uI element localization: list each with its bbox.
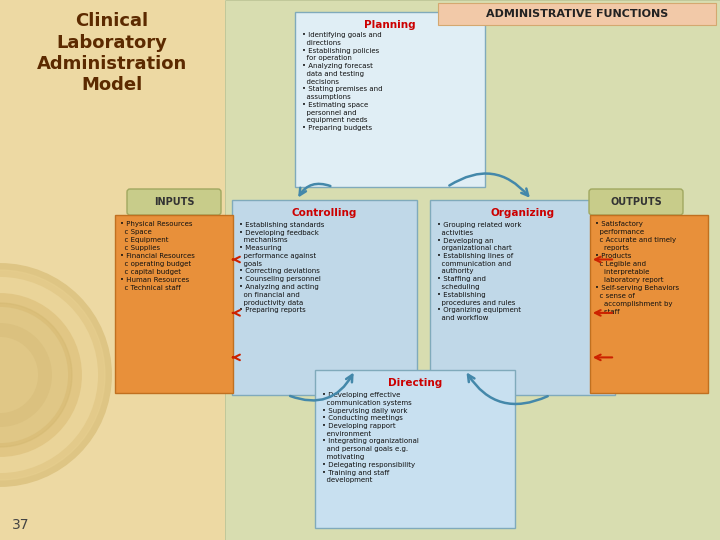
Text: ADMINISTRATIVE FUNCTIONS: ADMINISTRATIVE FUNCTIONS <box>486 9 668 19</box>
Text: • Physical Resources
  c Space
  c Equipment
  c Supplies
• Financial Resources
: • Physical Resources c Space c Equipment… <box>120 221 195 291</box>
Text: • Grouping related work
  activities
• Developing an
  organizational chart
• Es: • Grouping related work activities • Dev… <box>437 222 521 321</box>
FancyBboxPatch shape <box>438 3 716 25</box>
Text: • Developing effective
  communication systems
• Supervising daily work
• Conduc: • Developing effective communication sys… <box>322 392 419 483</box>
Text: Planning: Planning <box>364 20 416 30</box>
Text: Controlling: Controlling <box>292 208 357 218</box>
Circle shape <box>0 270 105 480</box>
FancyBboxPatch shape <box>295 12 485 187</box>
FancyBboxPatch shape <box>590 215 708 393</box>
Circle shape <box>0 303 72 447</box>
FancyBboxPatch shape <box>430 200 615 395</box>
Text: • Identifying goals and
  directions
• Establishing policies
  for operation
• A: • Identifying goals and directions • Est… <box>302 32 382 131</box>
Text: INPUTS: INPUTS <box>154 197 194 207</box>
FancyBboxPatch shape <box>115 215 233 393</box>
Text: Directing: Directing <box>388 378 442 388</box>
FancyBboxPatch shape <box>127 189 221 215</box>
FancyBboxPatch shape <box>225 0 720 540</box>
FancyBboxPatch shape <box>589 189 683 215</box>
FancyBboxPatch shape <box>232 200 417 395</box>
Text: Organizing: Organizing <box>490 208 554 218</box>
Text: 37: 37 <box>12 518 30 532</box>
FancyBboxPatch shape <box>315 370 515 528</box>
Text: OUTPUTS: OUTPUTS <box>610 197 662 207</box>
Text: • Satisfactory
  performance
  c Accurate and timely
    reports
• Products
  c : • Satisfactory performance c Accurate an… <box>595 221 679 315</box>
FancyBboxPatch shape <box>0 0 225 540</box>
Text: • Establishing standards
• Developing feedback
  mechanisms
• Measuring
  perfor: • Establishing standards • Developing fe… <box>239 222 325 313</box>
Text: Clinical
Laboratory
Administration
Model: Clinical Laboratory Administration Model <box>37 12 187 94</box>
